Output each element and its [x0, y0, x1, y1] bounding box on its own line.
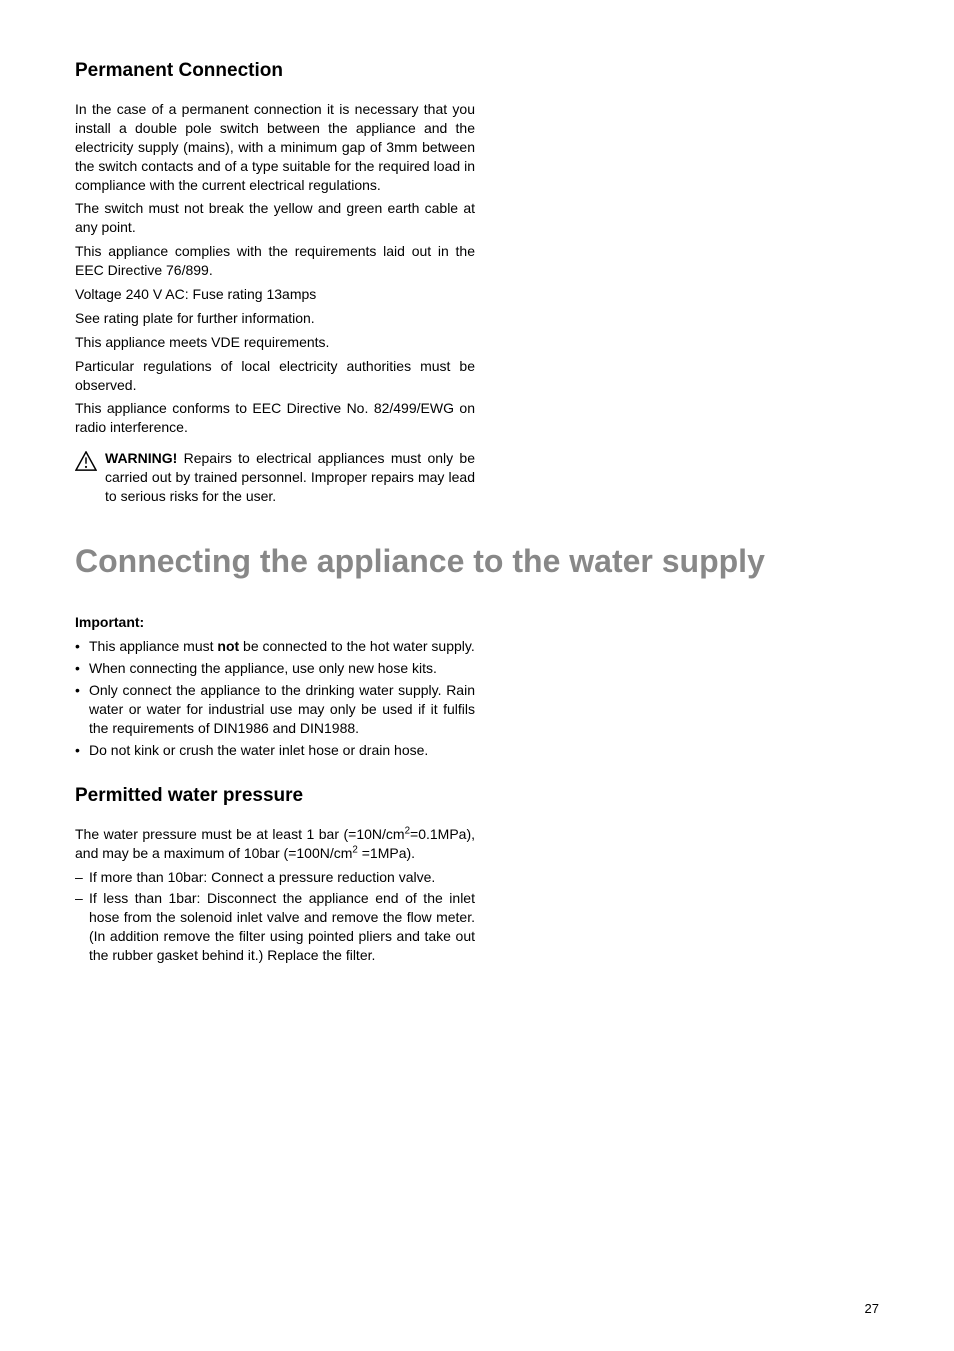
- text-fragment: The water pressure must be at least 1 ba…: [75, 826, 405, 842]
- important-list: This appliance must not be connected to …: [75, 637, 475, 759]
- body-text: Voltage 240 V AC: Fuse rating 13amps: [75, 285, 475, 304]
- list-item: Do not kink or crush the water inlet hos…: [75, 741, 475, 760]
- left-column-2: Important: This appliance must not be co…: [75, 613, 475, 965]
- text-fragment-bold: not: [217, 638, 239, 654]
- body-text: This appliance meets VDE requirements.: [75, 333, 475, 352]
- body-text: This appliance conforms to EEC Directive…: [75, 399, 475, 437]
- important-label: Important:: [75, 613, 475, 632]
- dash-list: If more than 10bar: Connect a pressure r…: [75, 868, 475, 965]
- text-fragment: This appliance must: [89, 638, 217, 654]
- body-text: See rating plate for further information…: [75, 309, 475, 328]
- warning-text: WARNING! Repairs to electrical appliance…: [105, 449, 475, 506]
- page-number: 27: [865, 1301, 879, 1316]
- list-item: If more than 10bar: Connect a pressure r…: [75, 868, 475, 887]
- body-text: The water pressure must be at least 1 ba…: [75, 825, 475, 863]
- body-text: This appliance complies with the require…: [75, 242, 475, 280]
- list-item: This appliance must not be connected to …: [75, 637, 475, 656]
- body-text: In the case of a permanent connection it…: [75, 100, 475, 194]
- section-heading-water-pressure: Permitted water pressure: [75, 785, 475, 807]
- main-heading: Connecting the appliance to the water su…: [75, 541, 875, 583]
- warning-label: WARNING!: [105, 450, 177, 466]
- body-text: Particular regulations of local electric…: [75, 357, 475, 395]
- text-fragment: =1MPa).: [358, 845, 415, 861]
- section-heading-permanent-connection: Permanent Connection: [75, 60, 475, 82]
- list-item: If less than 1bar: Disconnect the applia…: [75, 889, 475, 965]
- body-text: The switch must not break the yellow and…: [75, 199, 475, 237]
- left-column: Permanent Connection In the case of a pe…: [75, 60, 475, 506]
- text-fragment: be connected to the hot water supply.: [239, 638, 475, 654]
- list-item: When connecting the appliance, use only …: [75, 659, 475, 678]
- list-item: Only connect the appliance to the drinki…: [75, 681, 475, 738]
- warning-triangle-icon: [75, 451, 97, 471]
- warning-block: WARNING! Repairs to electrical appliance…: [75, 449, 475, 506]
